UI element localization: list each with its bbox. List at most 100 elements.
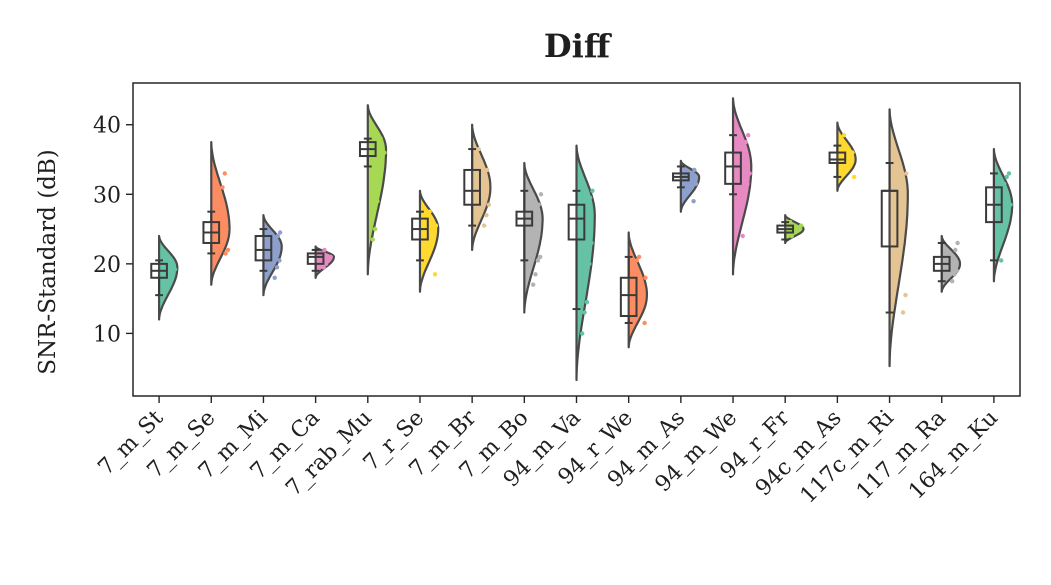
data-point bbox=[538, 192, 544, 197]
box-iqr bbox=[724, 151, 742, 185]
data-point bbox=[691, 199, 696, 204]
data-point bbox=[899, 192, 904, 197]
data-point bbox=[224, 226, 229, 232]
data-point bbox=[631, 317, 636, 322]
y-tick-label: 10 bbox=[93, 322, 121, 347]
raincloud-group bbox=[672, 159, 701, 213]
data-point bbox=[486, 202, 491, 207]
data-point bbox=[900, 310, 906, 315]
data-point bbox=[534, 209, 539, 214]
chart-title: Diff bbox=[544, 27, 612, 65]
data-point bbox=[1006, 171, 1012, 176]
data-point bbox=[433, 223, 439, 228]
data-point bbox=[538, 254, 543, 260]
data-point bbox=[742, 192, 748, 197]
data-point bbox=[955, 240, 960, 246]
data-point bbox=[382, 150, 387, 155]
data-point bbox=[640, 286, 646, 291]
data-point bbox=[743, 139, 748, 145]
data-point bbox=[845, 157, 850, 162]
raincloud-group bbox=[306, 245, 335, 279]
data-point bbox=[999, 258, 1004, 263]
raincloud-group bbox=[985, 147, 1014, 283]
data-point bbox=[328, 254, 333, 260]
raincloud-group bbox=[202, 141, 231, 286]
data-point bbox=[273, 240, 278, 246]
data-point bbox=[266, 254, 271, 260]
data-point bbox=[589, 240, 594, 246]
data-point bbox=[323, 261, 329, 266]
box-iqr bbox=[254, 235, 273, 262]
data-point bbox=[378, 136, 383, 141]
box-iqr bbox=[306, 252, 325, 265]
data-point bbox=[745, 181, 750, 187]
data-point bbox=[372, 226, 378, 232]
data-point bbox=[222, 171, 227, 176]
data-point bbox=[275, 233, 280, 239]
data-point bbox=[901, 181, 907, 187]
raincloud-group bbox=[828, 121, 857, 192]
data-point bbox=[421, 258, 427, 263]
data-point bbox=[693, 181, 699, 187]
data-point bbox=[476, 146, 481, 152]
data-point bbox=[580, 331, 585, 336]
data-point bbox=[225, 247, 231, 253]
box-iqr bbox=[463, 168, 481, 206]
data-point bbox=[223, 251, 228, 256]
data-point bbox=[740, 233, 745, 239]
data-point bbox=[741, 150, 746, 155]
data-point bbox=[480, 178, 485, 183]
data-point bbox=[213, 223, 218, 228]
data-point bbox=[1004, 174, 1009, 180]
data-point bbox=[796, 226, 801, 232]
data-point bbox=[425, 213, 430, 218]
y-tick-label: 20 bbox=[93, 253, 121, 278]
y-axis-label: SNR-Standard (dB) bbox=[35, 149, 61, 375]
data-point bbox=[536, 202, 541, 207]
data-point bbox=[789, 233, 794, 239]
data-point bbox=[587, 195, 593, 200]
data-point bbox=[893, 160, 898, 166]
data-point bbox=[172, 267, 178, 272]
raincloud-group bbox=[463, 123, 492, 252]
y-tick-label: 30 bbox=[93, 183, 121, 208]
data-point bbox=[746, 133, 751, 138]
raincloud-group bbox=[724, 97, 753, 276]
data-point bbox=[427, 209, 432, 214]
data-point bbox=[839, 143, 844, 148]
data-point bbox=[952, 272, 957, 277]
data-point bbox=[474, 157, 479, 162]
data-point bbox=[379, 153, 385, 159]
data-point bbox=[277, 230, 283, 235]
raincloud-group bbox=[932, 234, 962, 293]
data-point bbox=[950, 254, 956, 260]
data-point bbox=[636, 254, 642, 260]
data-point bbox=[1001, 223, 1006, 228]
data-point bbox=[481, 223, 487, 228]
violin-half bbox=[575, 144, 596, 382]
raincloud-group bbox=[411, 189, 440, 293]
data-point bbox=[424, 244, 429, 249]
data-point bbox=[632, 265, 637, 270]
y-tick-label: 40 bbox=[93, 114, 121, 139]
data-point bbox=[429, 230, 434, 235]
data-point bbox=[272, 275, 277, 280]
data-point bbox=[377, 164, 382, 169]
data-point bbox=[585, 202, 590, 207]
data-point bbox=[431, 226, 436, 232]
data-point bbox=[903, 292, 908, 298]
data-point bbox=[587, 261, 592, 266]
data-point bbox=[322, 247, 327, 253]
plot-area bbox=[150, 97, 1014, 382]
data-point bbox=[161, 265, 167, 270]
data-point bbox=[220, 185, 225, 190]
data-point bbox=[375, 199, 380, 204]
data-point bbox=[851, 174, 857, 180]
data-point bbox=[432, 272, 438, 277]
data-point bbox=[788, 219, 793, 225]
violin-half bbox=[731, 97, 753, 276]
raincloud-group bbox=[880, 108, 909, 368]
data-point bbox=[584, 299, 590, 305]
data-point bbox=[485, 167, 490, 173]
